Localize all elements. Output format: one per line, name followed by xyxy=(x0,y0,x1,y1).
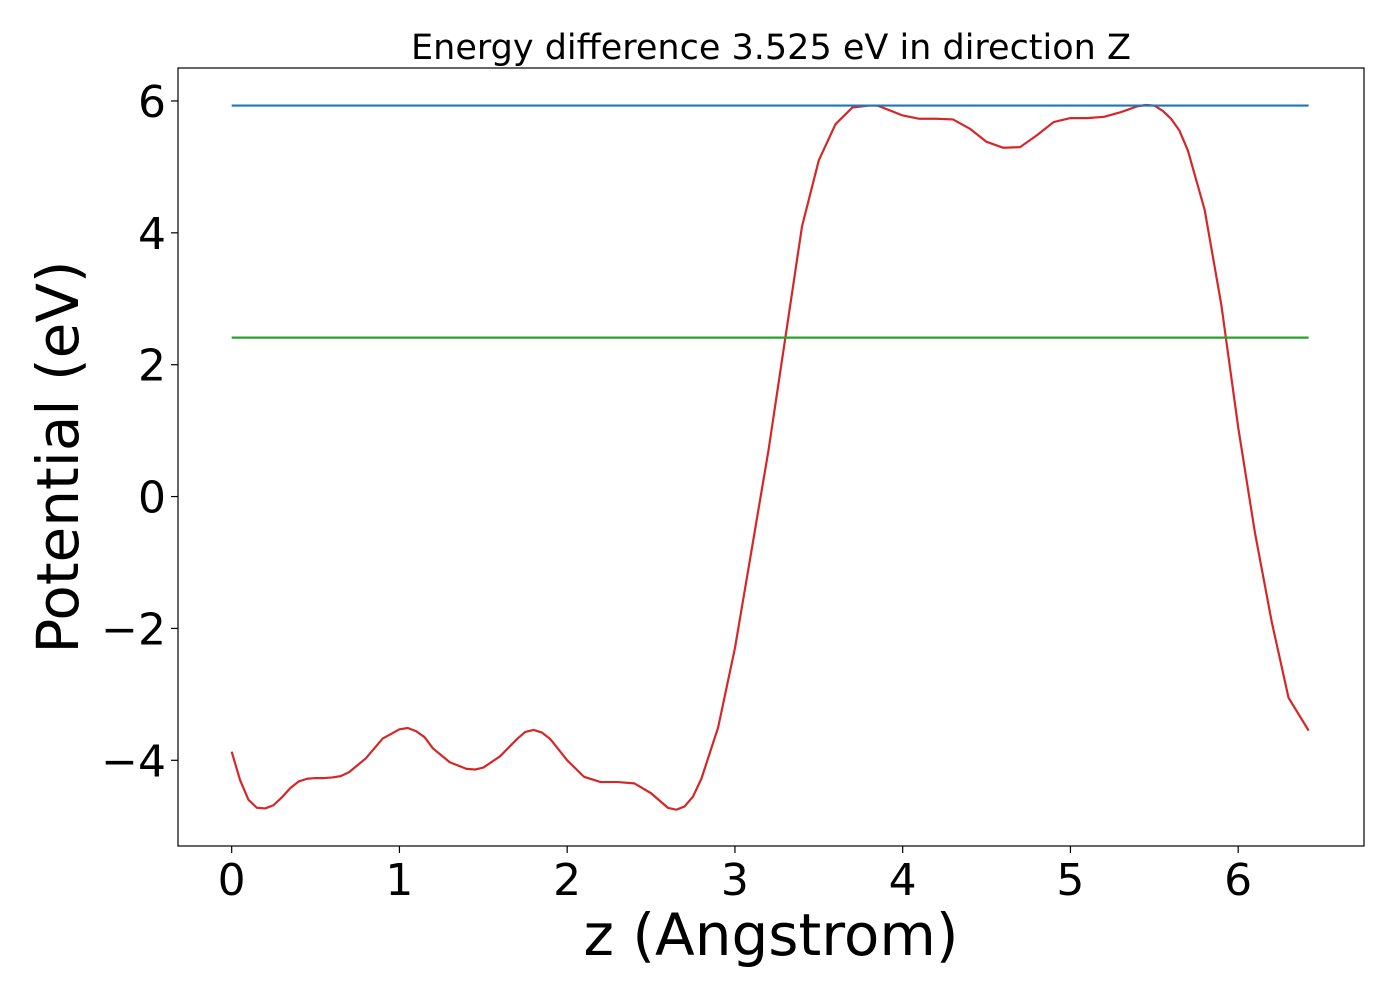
series-layer xyxy=(230,103,1310,811)
x-axis-label: z (Angstrom) xyxy=(584,901,959,969)
potential-line xyxy=(230,103,1310,811)
x-axis: 0 1 2 3 4 5 6 xyxy=(218,846,1252,906)
y-tick-label: −4 xyxy=(101,736,166,787)
x-tick-label: 2 xyxy=(553,855,581,906)
x-tick-label: 0 xyxy=(218,855,246,906)
y-tick-label: 6 xyxy=(138,77,166,128)
y-tick-label: −2 xyxy=(101,604,166,655)
y-axis-label: Potential (eV) xyxy=(24,260,92,653)
y-tick-label: 2 xyxy=(138,341,166,392)
plot-area xyxy=(177,67,1365,847)
x-tick-label: 3 xyxy=(721,855,749,906)
y-tick-label: 0 xyxy=(138,473,166,524)
x-tick-label: 4 xyxy=(889,855,917,906)
x-tick-label: 6 xyxy=(1224,855,1252,906)
x-tick-label: 5 xyxy=(1056,855,1084,906)
y-axis: −4 −2 0 2 4 6 xyxy=(101,77,178,787)
x-tick-label: 1 xyxy=(385,855,413,906)
chart-title: Energy difference 3.525 eV in direction … xyxy=(411,28,1131,68)
y-tick-label: 4 xyxy=(138,209,166,260)
